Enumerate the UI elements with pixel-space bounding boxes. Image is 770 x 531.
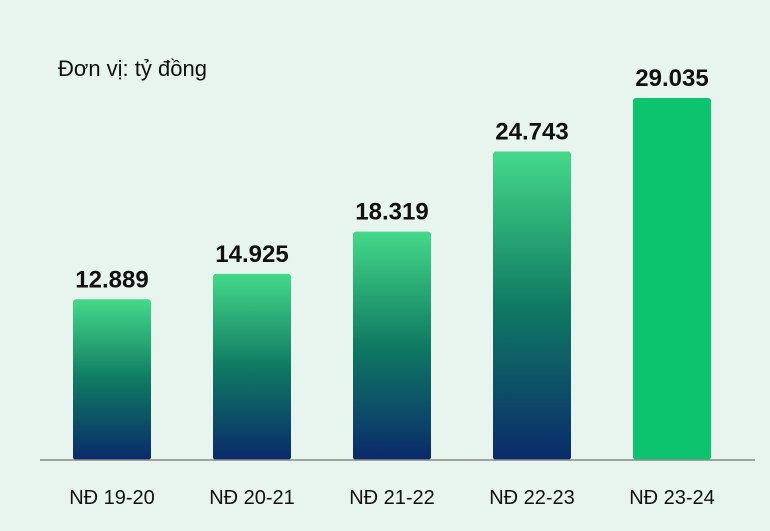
value-label: 24.743 [495,119,568,146]
x-tick-label: NĐ 19-20 [69,487,155,509]
x-tick-label: NĐ 22-23 [489,487,575,509]
bar-nđ-22-23 [493,151,571,460]
bar-nđ-19-20 [73,299,151,460]
bar-nđ-20-21 [213,273,291,460]
x-tick-label: NĐ 20-21 [209,487,295,509]
unit-label: Đơn vị: tỷ đồng [58,56,207,81]
x-tick-label: NĐ 21-22 [349,487,435,509]
x-tick-label: NĐ 23-24 [629,487,715,509]
value-label: 18.319 [355,199,428,226]
value-label: 29.035 [635,65,708,92]
value-label: 12.889 [75,266,148,293]
bar-nđ-23-24 [633,98,711,460]
value-label: 14.925 [215,241,288,268]
bar-nđ-21-22 [353,231,431,460]
